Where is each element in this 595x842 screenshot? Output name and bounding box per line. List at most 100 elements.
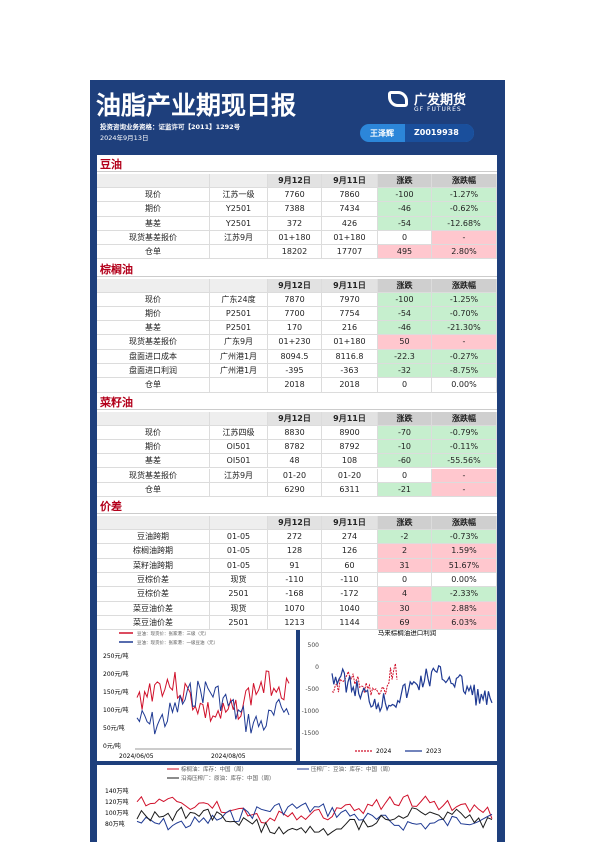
cell-value: -110	[322, 573, 378, 588]
cell-value: 7434	[322, 202, 378, 217]
section-title: 价差	[97, 500, 497, 515]
header-cell	[97, 174, 210, 188]
cell-value: 0	[378, 378, 432, 393]
column-header: 9月12日	[268, 516, 322, 531]
cell-value: -100	[378, 188, 432, 203]
cell-value: 7700	[268, 306, 322, 322]
cell-value: 01+180	[322, 230, 378, 246]
header-cell	[210, 411, 268, 426]
cell-value: -	[432, 482, 497, 498]
cell-value: 4	[378, 587, 432, 602]
legend-label: 2024	[376, 748, 391, 755]
y-tick-label: 0	[315, 664, 319, 671]
column-header: 9月11日	[322, 516, 378, 531]
cell-value: -10	[378, 439, 432, 455]
row-label: 基差	[97, 321, 210, 336]
header-cell	[97, 278, 210, 293]
cell-value: 2	[378, 544, 432, 559]
cell-value: 01-20	[268, 468, 322, 483]
cell-value: -2	[378, 530, 432, 545]
cell-value: -70	[378, 425, 432, 440]
column-header: 涨跌幅	[432, 516, 497, 531]
header-cell	[210, 516, 268, 531]
cell-value: 0	[378, 573, 432, 588]
cell-value: -395	[268, 364, 322, 379]
date: 2024年9月13日	[100, 134, 149, 142]
column-header: 9月12日	[268, 174, 322, 188]
chart-bg	[97, 765, 497, 842]
row-label: 盘面进口成本	[97, 349, 210, 364]
cell-value: 广东9月	[210, 335, 268, 350]
legend-label: 压榨厂：豆油：库存：中国（周）	[311, 765, 394, 773]
cell-value: -21	[378, 482, 432, 498]
cell-value: 0.00%	[432, 573, 497, 588]
cell-value: -	[432, 468, 497, 483]
cell-value: 8830	[268, 425, 322, 440]
cell-value: 江苏9月	[210, 468, 268, 483]
column-header: 涨跌	[378, 278, 432, 293]
legend-label: 棕榈油：库存：中国（周）	[181, 765, 247, 773]
cell-value: 01-20	[322, 468, 378, 483]
cell-value: -0.70%	[432, 306, 497, 322]
cell-value: 30	[378, 601, 432, 616]
cell-value: 江苏四级	[210, 425, 268, 440]
series-line	[136, 802, 493, 832]
section-title: 豆油	[97, 158, 497, 172]
row-label: 仓单	[97, 482, 210, 498]
y-tick-label: 50元/吨	[103, 724, 125, 732]
y-tick-label: 0元/吨	[103, 742, 121, 750]
column-header: 涨跌	[378, 516, 432, 531]
y-tick-label: -500	[305, 686, 319, 693]
cell-value: -1.25%	[432, 292, 497, 307]
cell-value: -8.75%	[432, 364, 497, 379]
cell-value: 8900	[322, 425, 378, 440]
row-label: 基差	[97, 454, 210, 469]
cell-value: 426	[322, 216, 378, 231]
row-label: 仓单	[97, 378, 210, 393]
legend-label: 豆油：现货价：张家港：一级豆油（元）	[137, 639, 218, 646]
cell-value: -54	[378, 306, 432, 322]
header-cell	[210, 174, 268, 188]
y-tick-label: -1000	[302, 708, 320, 715]
cell-value: 495	[378, 245, 432, 260]
cell-value: -172	[322, 587, 378, 602]
cell-value: 7754	[322, 306, 378, 322]
cell-value: -46	[378, 202, 432, 217]
cell-value: 广州港1月	[210, 349, 268, 364]
section-title: 棕榈油	[97, 262, 497, 277]
legend-label: 豆油：现货价：张家港：三级（元）	[137, 630, 209, 637]
y-tick-label: 100万吨	[105, 809, 128, 817]
cell-value: -1.27%	[432, 188, 497, 203]
legend-label: 沿海压榨厂：原油：库存：中国（周）	[181, 774, 275, 782]
cell-value: 69	[378, 615, 432, 631]
cell-value: 91	[268, 558, 322, 573]
cell-value: 0.00%	[432, 378, 497, 393]
row-label: 盘面进口利润	[97, 364, 210, 379]
cell-value: -0.62%	[432, 202, 497, 217]
header-cell	[210, 278, 268, 293]
charts: 豆油：现货价：张家港：三级（元） 豆油：现货价：张家港：一级豆油（元） 250元/吨…	[97, 625, 497, 842]
cell-value: 7388	[268, 202, 322, 217]
cell-value: 01+180	[268, 230, 322, 246]
cell-value: 1040	[322, 601, 378, 616]
cell-value: 272	[268, 530, 322, 545]
row-label: 豆棕价差	[97, 573, 210, 588]
cell-value: 2501	[210, 615, 268, 631]
cell-value: -32	[378, 364, 432, 379]
column-header: 涨跌	[378, 174, 432, 188]
cell-value: 18202	[268, 245, 322, 260]
header-cell	[97, 411, 210, 426]
cell-value: 17707	[322, 245, 378, 260]
series-line	[136, 806, 493, 836]
cell-value: 2.88%	[432, 601, 497, 616]
column-header: 涨跌	[378, 411, 432, 426]
y-tick-label: 250元/吨	[103, 652, 128, 660]
cell-value: 6290	[268, 482, 322, 498]
column-header: 9月12日	[268, 411, 322, 426]
row-label: 期价	[97, 202, 210, 217]
cell-value: 01+230	[268, 335, 322, 350]
cell-value: -168	[268, 587, 322, 602]
series-line	[331, 663, 398, 697]
cell-value: 6.03%	[432, 615, 497, 631]
